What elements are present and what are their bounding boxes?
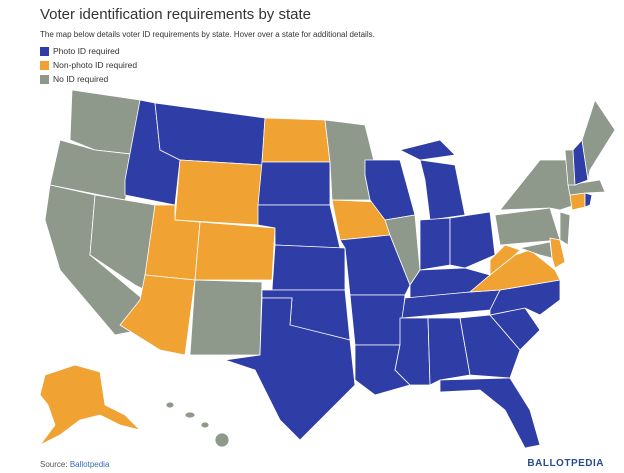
state[interactable] (349, 294, 406, 346)
state[interactable] (184, 411, 196, 419)
legend-label: Photo ID required (53, 46, 120, 56)
legend-swatch (40, 46, 49, 56)
title: Voter identification requirements by sta… (40, 6, 311, 23)
state[interactable] (39, 364, 142, 446)
source-link[interactable]: Ballotpedia (69, 460, 110, 469)
state[interactable] (69, 89, 141, 156)
state[interactable] (427, 317, 471, 386)
state[interactable] (224, 297, 356, 441)
state[interactable] (569, 192, 586, 211)
state[interactable] (261, 117, 331, 163)
legend-item: Photo ID required (40, 44, 137, 58)
legend: Photo ID required Non-photo ID required No… (40, 44, 137, 86)
state[interactable] (419, 159, 466, 221)
state[interactable] (271, 244, 346, 291)
state[interactable] (559, 211, 571, 246)
legend-swatch (40, 74, 49, 84)
source: Source: Ballotpedia (40, 460, 109, 469)
state[interactable] (398, 139, 456, 161)
source-label: Source: (40, 460, 68, 469)
state[interactable] (194, 221, 276, 281)
state[interactable] (214, 432, 230, 448)
state[interactable] (119, 274, 196, 356)
state[interactable] (200, 421, 210, 429)
legend-label: No ID required (53, 74, 109, 84)
subtitle: The map below details voter ID requireme… (40, 30, 375, 39)
state[interactable] (581, 99, 616, 181)
state[interactable] (584, 192, 593, 208)
legend-swatch (40, 60, 49, 70)
state[interactable] (257, 161, 331, 206)
state[interactable] (449, 211, 496, 269)
state[interactable] (189, 279, 263, 356)
state[interactable] (154, 102, 266, 166)
state[interactable] (459, 314, 521, 379)
state[interactable] (174, 159, 263, 226)
state[interactable] (439, 377, 541, 449)
state[interactable] (489, 244, 521, 276)
state[interactable] (499, 159, 576, 211)
legend-item: No ID required (40, 72, 137, 86)
state[interactable] (165, 401, 175, 409)
legend-item: Non-photo ID required (40, 58, 137, 72)
state[interactable] (89, 194, 156, 291)
logo: BALLOTPEDIA (527, 458, 604, 469)
legend-label: Non-photo ID required (53, 60, 138, 70)
state[interactable] (394, 317, 431, 386)
state[interactable] (419, 217, 451, 271)
state[interactable] (549, 237, 566, 269)
